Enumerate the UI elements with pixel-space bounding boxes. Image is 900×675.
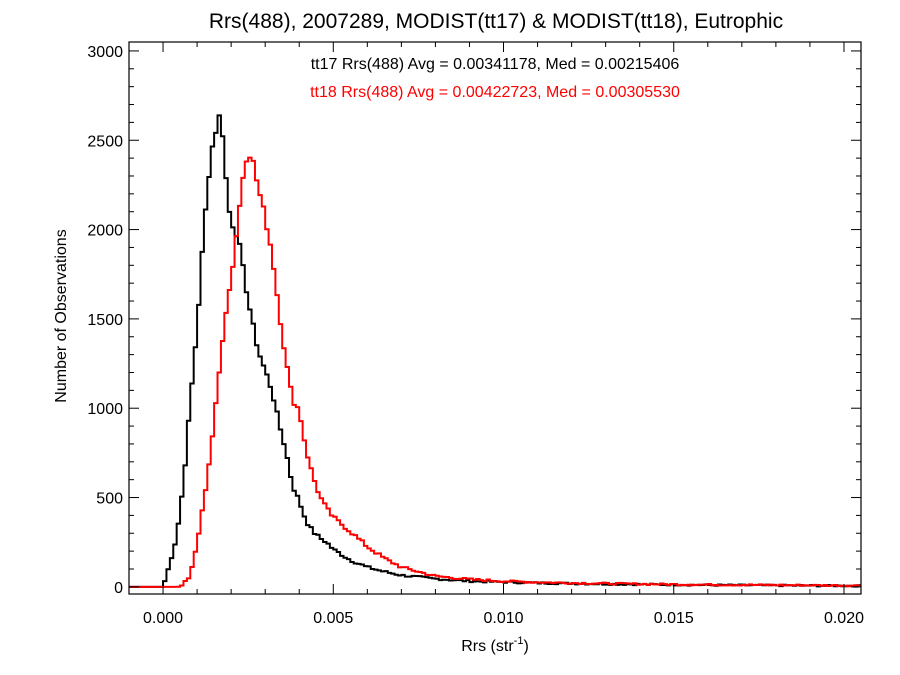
annotation-tt18: tt18 Rrs(488) Avg = 0.00422723, Med = 0.…	[310, 84, 680, 101]
x-tick-label: 0.015	[654, 610, 694, 627]
y-axis-label: Number of Observations	[53, 229, 70, 402]
x-axis-label: Rrs (str-1)	[461, 635, 529, 655]
y-tick-label: 1000	[87, 401, 123, 418]
x-tick-label: 0.005	[313, 610, 353, 627]
x-tick-label: 0.000	[143, 610, 183, 627]
y-tick-label: 2500	[87, 133, 123, 150]
x-axis-label-superscript: -1	[514, 635, 524, 647]
x-tick-label: 0.020	[824, 610, 864, 627]
chart-title: Rrs(488), 2007289, MODIST(tt17) & MODIST…	[209, 10, 783, 33]
x-tick-label: 0.010	[483, 610, 523, 627]
plot-frame	[128, 41, 862, 595]
x-axis-label-end: )	[523, 638, 528, 655]
y-tick-label: 2000	[87, 223, 123, 240]
y-tick-label: 0	[114, 580, 123, 597]
y-tick-label: 500	[96, 491, 123, 508]
y-axis: 0 500 1000 1500 2000 2500 3000	[87, 44, 861, 597]
histogram-series-tt18	[129, 156, 861, 588]
annotation-tt17: tt17 Rrs(488) Avg = 0.00341178, Med = 0.…	[311, 56, 680, 73]
histogram-series-tt17	[129, 114, 861, 588]
y-tick-label: 1500	[87, 312, 123, 329]
series-layer	[129, 114, 861, 588]
y-tick-label: 3000	[87, 44, 123, 61]
x-axis: 0.000 0.005 0.010 0.015 0.020	[128, 42, 864, 627]
x-axis-label-main: Rrs (str	[461, 638, 514, 655]
